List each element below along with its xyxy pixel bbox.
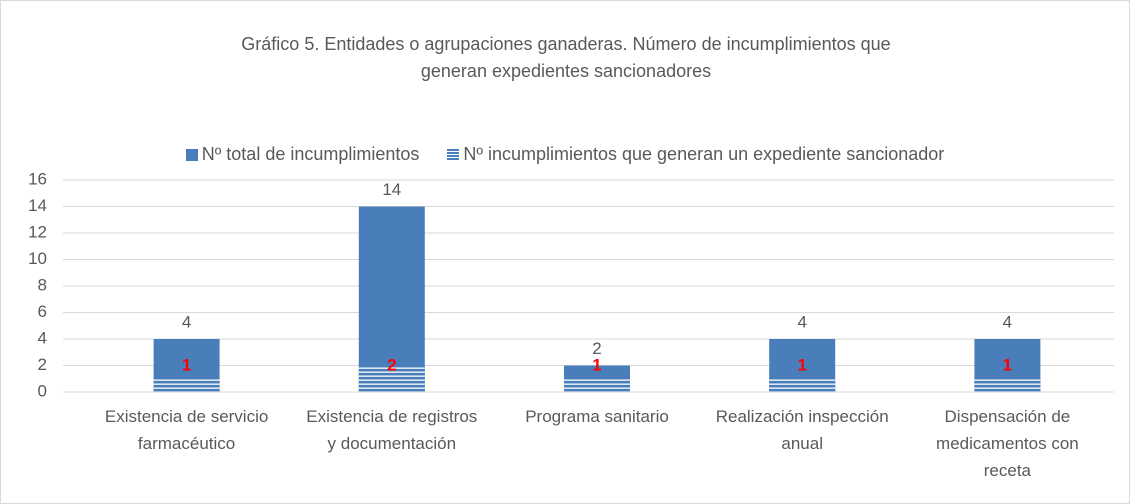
swatch-stripe	[447, 156, 460, 158]
data-label: 1	[592, 355, 601, 374]
bar	[358, 206, 425, 392]
data-label: 14	[382, 180, 401, 199]
data-label: 1	[182, 355, 191, 374]
bar	[153, 378, 220, 392]
legend-swatch	[185, 148, 198, 161]
x-tick-label: Programa sanitario	[525, 407, 669, 426]
data-label: 1	[797, 355, 806, 374]
bar	[564, 378, 630, 392]
y-tick-label: 12	[28, 222, 47, 241]
x-tick-label: Existencia de servicio farmacéutico	[104, 407, 269, 453]
legend-label: Nº total de incumplimientos	[201, 144, 420, 164]
y-tick-label: 8	[38, 275, 47, 294]
y-tick-label: 14	[28, 196, 47, 215]
y-tick-label: 4	[38, 328, 47, 347]
y-tick-label: 0	[38, 381, 47, 400]
data-label: 4	[797, 312, 806, 331]
legend-item: Nº total de incumplimientos	[185, 144, 420, 165]
x-tick-label: Existencia de registros y documentación	[306, 407, 478, 453]
bar	[358, 365, 425, 392]
y-tick-label: 16	[28, 169, 47, 188]
data-label: 4	[1003, 312, 1012, 331]
x-tick-label: Realización inspección anual	[715, 407, 889, 453]
legend-item: Nº incumplimientos que generan un expedi…	[447, 144, 944, 165]
swatch-stripe	[447, 159, 460, 161]
chart-title: Gráfico 5. Entidades o agrupaciones gana…	[241, 34, 891, 81]
swatch	[185, 148, 198, 161]
y-tick-label: 10	[28, 249, 47, 268]
swatch-stripe	[447, 150, 460, 152]
y-tick-label: 2	[38, 355, 47, 374]
legend-swatch	[447, 148, 460, 161]
data-label: 4	[182, 312, 191, 331]
data-label: 1	[1003, 355, 1012, 374]
legend-label: Nº incumplimientos que generan un expedi…	[463, 144, 945, 164]
swatch-stripe	[447, 153, 460, 155]
x-tick-label: Dispensación de medicamentos con receta	[936, 407, 1079, 480]
bar	[769, 378, 836, 392]
legend: Nº total de incumplimientos Nº incumplimi…	[1, 144, 1129, 165]
bar	[974, 378, 1041, 392]
data-label: 2	[387, 355, 396, 374]
data-label: 2	[592, 339, 601, 358]
y-tick-label: 6	[38, 302, 47, 321]
